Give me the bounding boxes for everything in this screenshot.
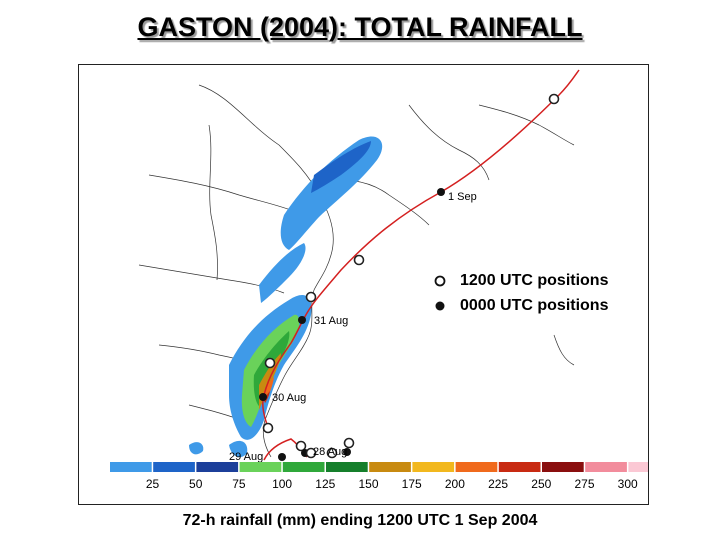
scale-swatch: [153, 462, 195, 472]
scale-swatch: [239, 462, 282, 472]
rainfall-map: 1 Sep 31 Aug 30 Aug 29 Aug 28 Aug 25 50 75…: [78, 64, 649, 505]
scale-swatch: [585, 462, 627, 472]
legend-label-0000-utc: 0000 UTC positions: [460, 296, 609, 314]
position-marker-filled: [343, 448, 351, 456]
track-legend: 1200 UTC positions 0000 UTC positions: [432, 268, 608, 318]
map-canvas: 1 Sep 31 Aug 30 Aug 29 Aug 28 Aug 25 50 75…: [110, 69, 648, 491]
date-label-31-aug: 31 Aug: [314, 315, 348, 327]
scale-swatch: [196, 462, 239, 472]
scale-swatch: [455, 462, 498, 472]
scale-tick-label: 150: [358, 477, 378, 491]
scale-swatch: [282, 462, 325, 472]
position-marker-open: [305, 447, 317, 459]
position-marker-open: [295, 440, 307, 452]
scale-tick-label: 275: [574, 477, 594, 491]
position-marker-open: [548, 93, 560, 105]
position-marker-filled: [437, 188, 445, 196]
scale-tick-label: 100: [272, 477, 292, 491]
storm-track: [259, 69, 580, 461]
date-label-30-aug: 30 Aug: [272, 392, 306, 404]
scale-tick-label: 75: [232, 477, 246, 491]
open-circle-icon: [434, 275, 446, 286]
scale-swatch: [326, 462, 368, 472]
position-marker-filled: [278, 453, 286, 461]
date-label-29-aug: 29 Aug: [229, 451, 263, 463]
position-marker-open: [326, 447, 338, 459]
position-marker-open: [264, 357, 276, 369]
scale-swatch: [369, 462, 411, 472]
scale-swatch: [110, 462, 152, 472]
position-marker-open: [262, 422, 274, 434]
legend-label-1200-utc: 1200 UTC positions: [460, 271, 609, 289]
scale-tick-label: 50: [189, 477, 203, 491]
map-caption: 72-h rainfall (mm) ending 1200 UTC 1 Sep…: [182, 512, 538, 529]
legend-item-0000-utc: 0000 UTC positions: [432, 293, 608, 318]
date-label-28-aug: 28 Aug: [313, 446, 347, 458]
position-marker-open: [343, 437, 355, 449]
date-label-1-sep: 1 Sep: [448, 191, 477, 203]
scale-tick-label: 200: [445, 477, 465, 491]
position-marker-filled: [298, 316, 306, 324]
color-scale-bar: 25 50 75 100 125 150 175 200 225 250 275 300: [110, 462, 648, 491]
scale-tick-label: 225: [488, 477, 508, 491]
scale-tick-label: 250: [531, 477, 551, 491]
page-title: GASTON (2004): TOTAL RAINFALL: [137, 12, 583, 42]
position-marker-open: [353, 254, 365, 266]
scale-swatch: [498, 462, 541, 472]
rainfall-swath: [189, 136, 383, 458]
scale-tick-label: 25: [146, 477, 160, 491]
position-marker-open: [305, 291, 317, 303]
scale-swatch: [542, 462, 584, 472]
scale-tick-label: 300: [618, 477, 638, 491]
position-marker-filled: [259, 393, 267, 401]
scale-tick-label: 125: [315, 477, 335, 491]
scale-swatch: [628, 462, 648, 472]
scale-swatch: [412, 462, 455, 472]
scale-tick-label: 175: [402, 477, 422, 491]
filled-circle-icon: [435, 301, 445, 310]
legend-item-1200-utc: 1200 UTC positions: [432, 268, 608, 293]
